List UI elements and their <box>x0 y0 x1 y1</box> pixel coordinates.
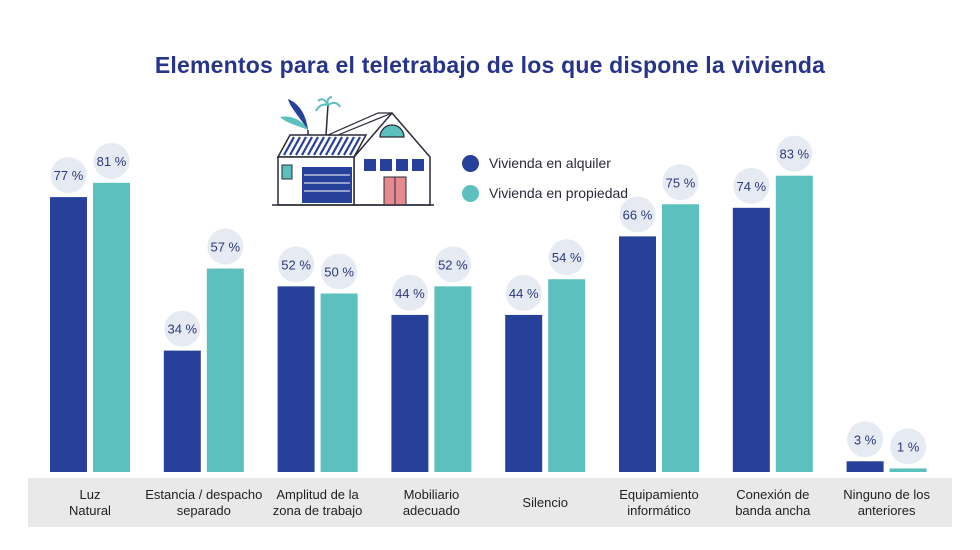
legend-label-own: Vivienda en propiedad <box>489 185 629 201</box>
value-label-own-1: 57 % <box>210 240 240 255</box>
value-label-rent-1: 34 % <box>167 322 197 337</box>
bar-own-1 <box>206 268 244 472</box>
value-bubble-rent-6 <box>733 167 770 204</box>
value-label-rent-7: 3 % <box>854 432 877 447</box>
category-label-7: Ninguno de los anteriores <box>843 487 930 518</box>
bar-own-6 <box>775 175 813 472</box>
value-label-rent-3: 44 % <box>395 286 425 301</box>
value-label-own-7: 1 % <box>897 439 920 454</box>
value-bubble-rent-1 <box>164 310 201 347</box>
value-bubble-own-6 <box>776 135 813 172</box>
bar-rent-7 <box>846 461 884 472</box>
value-bubble-own-2 <box>321 253 358 290</box>
value-label-rent-4: 44 % <box>509 286 539 301</box>
value-bubble-rent-7 <box>847 421 884 458</box>
category-label-0: Luz Natural <box>69 487 111 518</box>
legend-swatch-own <box>462 184 479 202</box>
value-label-own-4: 54 % <box>552 250 582 265</box>
value-label-own-2: 50 % <box>324 265 354 280</box>
value-bubble-own-5 <box>662 164 699 201</box>
bar-own-4 <box>548 279 586 472</box>
bar-own-7 <box>889 468 927 472</box>
value-bubble-own-3 <box>434 246 471 283</box>
value-label-rent-0: 77 % <box>54 168 84 183</box>
value-label-own-6: 83 % <box>779 147 809 162</box>
category-label-6: Conexión de banda ancha <box>735 487 811 518</box>
legend: Vivienda en alquiler Vivienda en propied… <box>462 148 628 208</box>
value-bubble-rent-5 <box>619 196 656 233</box>
value-bubble-own-0 <box>93 142 130 179</box>
bar-own-0 <box>93 182 130 472</box>
bar-rent-4 <box>505 314 543 472</box>
legend-swatch-rent <box>462 154 479 172</box>
value-bubble-rent-2 <box>278 246 315 283</box>
bar-rent-3 <box>391 314 429 472</box>
bar-rent-2 <box>277 286 315 472</box>
value-bubble-own-1 <box>207 228 244 265</box>
category-label-2: Amplitud de la zona de trabajo <box>273 487 363 518</box>
bar-own-3 <box>434 286 472 472</box>
value-label-rent-2: 52 % <box>281 257 311 272</box>
bar-rent-0 <box>50 197 87 473</box>
category-label-5: Equipamiento informático <box>619 487 699 518</box>
value-label-own-5: 75 % <box>666 175 696 190</box>
bar-rent-6 <box>732 207 770 472</box>
house-illustration <box>272 96 434 206</box>
category-label-4: Silencio <box>522 495 568 510</box>
value-label-rent-6: 74 % <box>736 179 766 194</box>
value-label-own-3: 52 % <box>438 257 468 272</box>
legend-label-rent: Vivienda en alquiler <box>489 155 611 171</box>
value-bubble-rent-0 <box>50 157 87 194</box>
bar-own-2 <box>320 293 358 472</box>
legend-item-rent: Vivienda en alquiler <box>462 148 628 178</box>
legend-item-own: Vivienda en propiedad <box>462 178 628 208</box>
value-bubble-rent-3 <box>391 274 428 311</box>
category-label-1: Estancia / despacho separado <box>145 487 262 518</box>
chart-title: Elementos para el teletrabajo de los que… <box>154 52 826 78</box>
bar-own-5 <box>662 204 699 472</box>
value-bubble-own-7 <box>890 428 927 465</box>
value-label-rent-5: 66 % <box>623 207 653 222</box>
bar-rent-5 <box>619 236 656 472</box>
value-bubble-own-4 <box>548 239 585 276</box>
value-label-own-0: 81 % <box>97 154 127 169</box>
category-label-band <box>28 478 952 527</box>
value-bubble-rent-4 <box>505 274 542 311</box>
bar-rent-1 <box>163 350 201 472</box>
category-label-3: Mobiliario adecuado <box>403 487 460 518</box>
